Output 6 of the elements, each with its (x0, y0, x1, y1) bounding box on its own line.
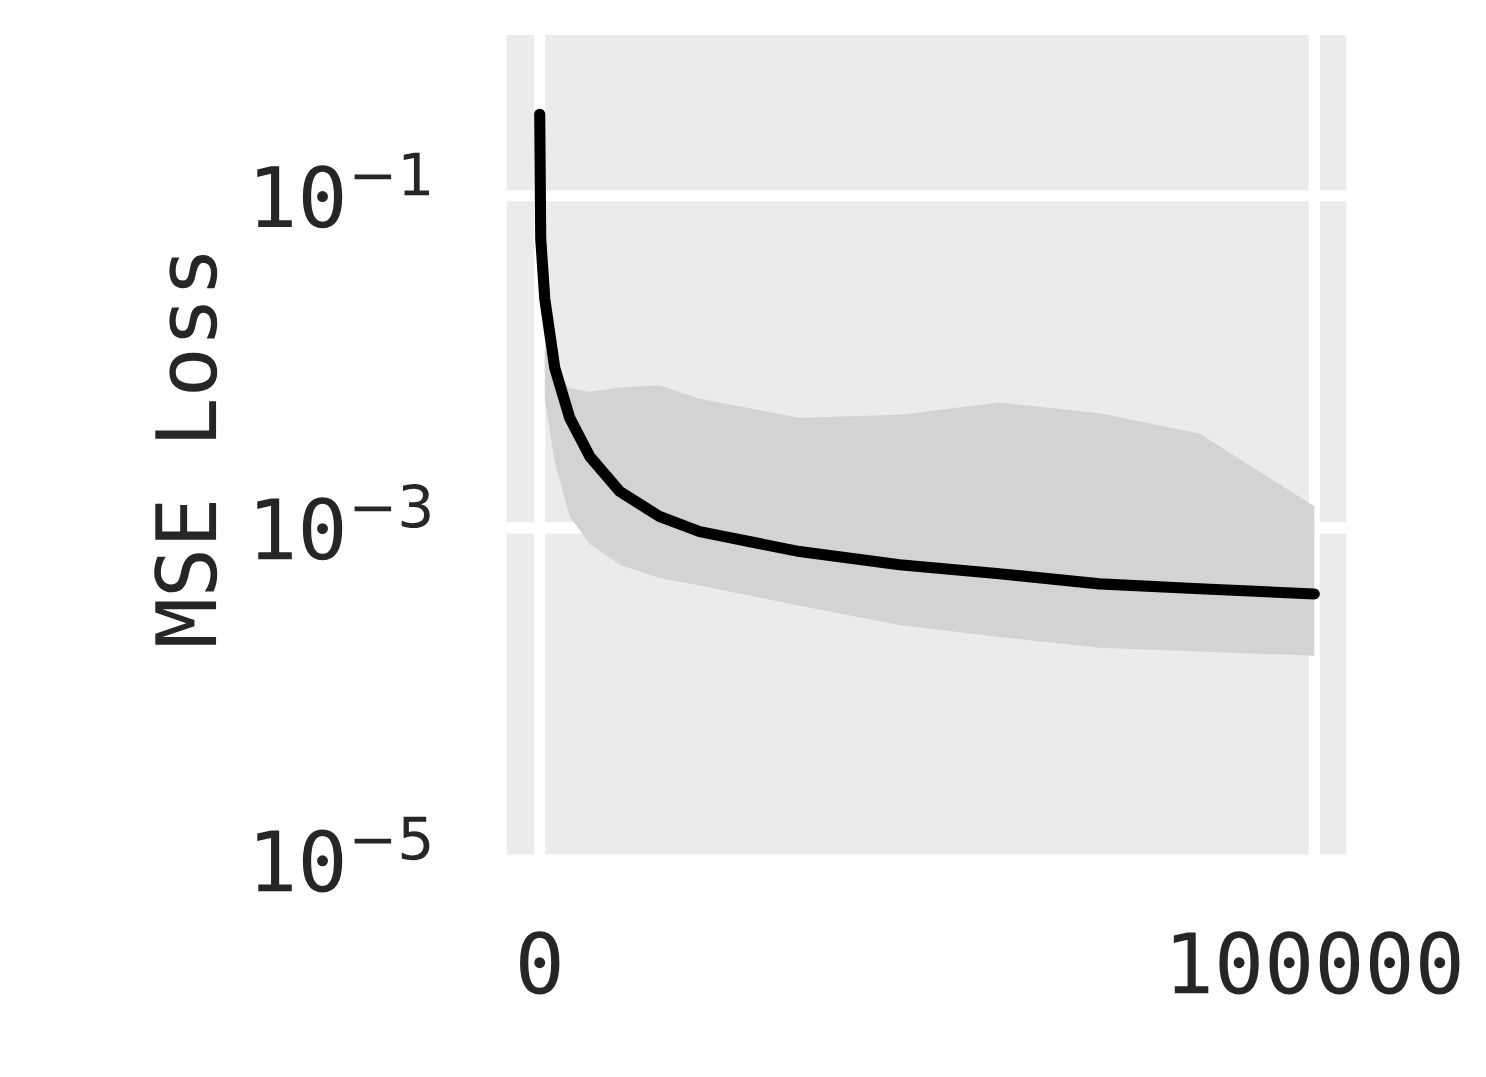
x-tick-label: 100000 (1173, 931, 1460, 995)
y-tick-label: 10$^{−1}$ (257, 152, 430, 229)
x-tick-label: 0 (520, 931, 560, 995)
y-axis-title: MSE Loss (154, 255, 218, 645)
y-tick-label: 10$^{−5}$ (257, 816, 430, 893)
y-tick-label: 10$^{−3}$ (257, 483, 430, 561)
